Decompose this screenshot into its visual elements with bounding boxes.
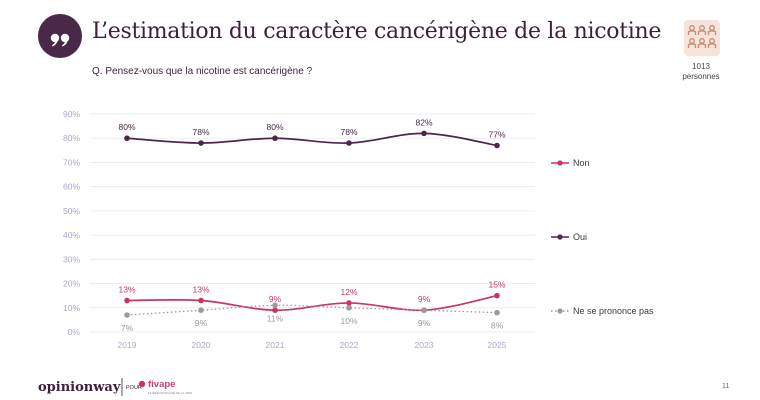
data-point-oui [494, 142, 500, 149]
data-point-oui [421, 130, 427, 137]
y-tick-label: 30% [63, 254, 80, 264]
data-point-oui [198, 140, 204, 146]
legend-label-nsp: Ne se prononce pas [573, 306, 654, 316]
y-tick-label: 70% [63, 157, 80, 167]
quote-mark-glyph [50, 33, 70, 47]
y-tick-label: 0% [68, 327, 81, 337]
data-point-non [494, 292, 500, 299]
data-point-nsp [346, 304, 352, 311]
footer-logos: opinionway POUR fivape FILIÈRE FRANÇAISE… [38, 378, 192, 396]
page-number: 11 [722, 383, 730, 390]
data-point-non [272, 307, 278, 314]
x-tick-label: 2019 [118, 340, 137, 350]
data-label-non: 9% [418, 294, 431, 304]
fivape-logo: fivape [148, 379, 175, 390]
data-label-oui: 77% [488, 129, 505, 139]
opinionway-logo: opinionway [38, 380, 121, 395]
data-label-non: 13% [192, 285, 209, 295]
x-tick-label: 2022 [340, 340, 359, 350]
data-label-nsp: 9% [418, 318, 431, 328]
data-point-nsp [124, 312, 130, 318]
x-tick-label: 2025 [488, 340, 507, 350]
legend-marker-oui [557, 234, 563, 240]
sample-count: 1013 [692, 62, 710, 71]
data-point-non [124, 297, 130, 304]
sample-size: 1013 personnes [672, 62, 730, 82]
legend-label-non: Non [573, 158, 590, 168]
data-label-nsp: 10% [340, 316, 357, 326]
data-point-non [198, 297, 204, 304]
data-label-non: 13% [118, 285, 135, 295]
data-label-oui: 80% [118, 122, 135, 132]
x-tick-label: 2023 [415, 340, 434, 350]
sample-unit: personnes [682, 72, 720, 81]
legend-marker-nsp [557, 308, 563, 314]
data-label-nsp: 11% [267, 313, 284, 323]
data-point-non [346, 300, 352, 306]
series-line-nsp [126, 304, 498, 316]
data-point-oui [272, 135, 278, 142]
data-label-oui: 78% [192, 127, 209, 137]
data-label-oui: 78% [340, 127, 357, 137]
y-tick-label: 40% [63, 230, 80, 240]
data-label-oui: 82% [415, 117, 432, 127]
y-tick-label: 20% [63, 279, 80, 289]
data-point-nsp [494, 309, 500, 316]
series-line-oui [126, 132, 498, 147]
survey-question: Q. Pensez-vous que la nicotine est cancé… [92, 66, 313, 77]
y-tick-label: 90% [63, 109, 80, 119]
data-label-nsp: 9% [195, 318, 208, 328]
fivape-logo-mark [138, 380, 146, 388]
data-label-non: 12% [340, 287, 357, 297]
page-title: L’estimation du caractère cancérigène de… [92, 19, 662, 44]
data-point-nsp [272, 302, 278, 309]
data-label-oui: 80% [266, 122, 283, 132]
x-tick-label: 2021 [266, 340, 285, 350]
y-tick-label: 60% [63, 182, 80, 192]
data-point-nsp [198, 307, 204, 314]
data-point-oui [124, 135, 130, 142]
people-group-icon [684, 20, 720, 56]
data-point-nsp [421, 307, 427, 314]
legend-label-oui: Oui [573, 232, 587, 242]
x-tick-label: 2020 [192, 340, 211, 350]
data-point-oui [346, 140, 352, 146]
data-label-non: 9% [269, 294, 282, 304]
y-tick-label: 80% [63, 133, 80, 143]
y-tick-label: 10% [63, 303, 80, 313]
fivape-tagline: FILIÈRE FRANÇAISE DE LA VAPE [148, 390, 192, 395]
pour-label: POUR [126, 385, 142, 391]
data-label-nsp: 7% [121, 323, 134, 333]
y-tick-label: 50% [63, 206, 80, 216]
data-label-nsp: 8% [491, 321, 504, 331]
data-label-non: 15% [488, 280, 505, 290]
legend-marker-non [557, 160, 563, 166]
quote-icon [38, 14, 82, 58]
